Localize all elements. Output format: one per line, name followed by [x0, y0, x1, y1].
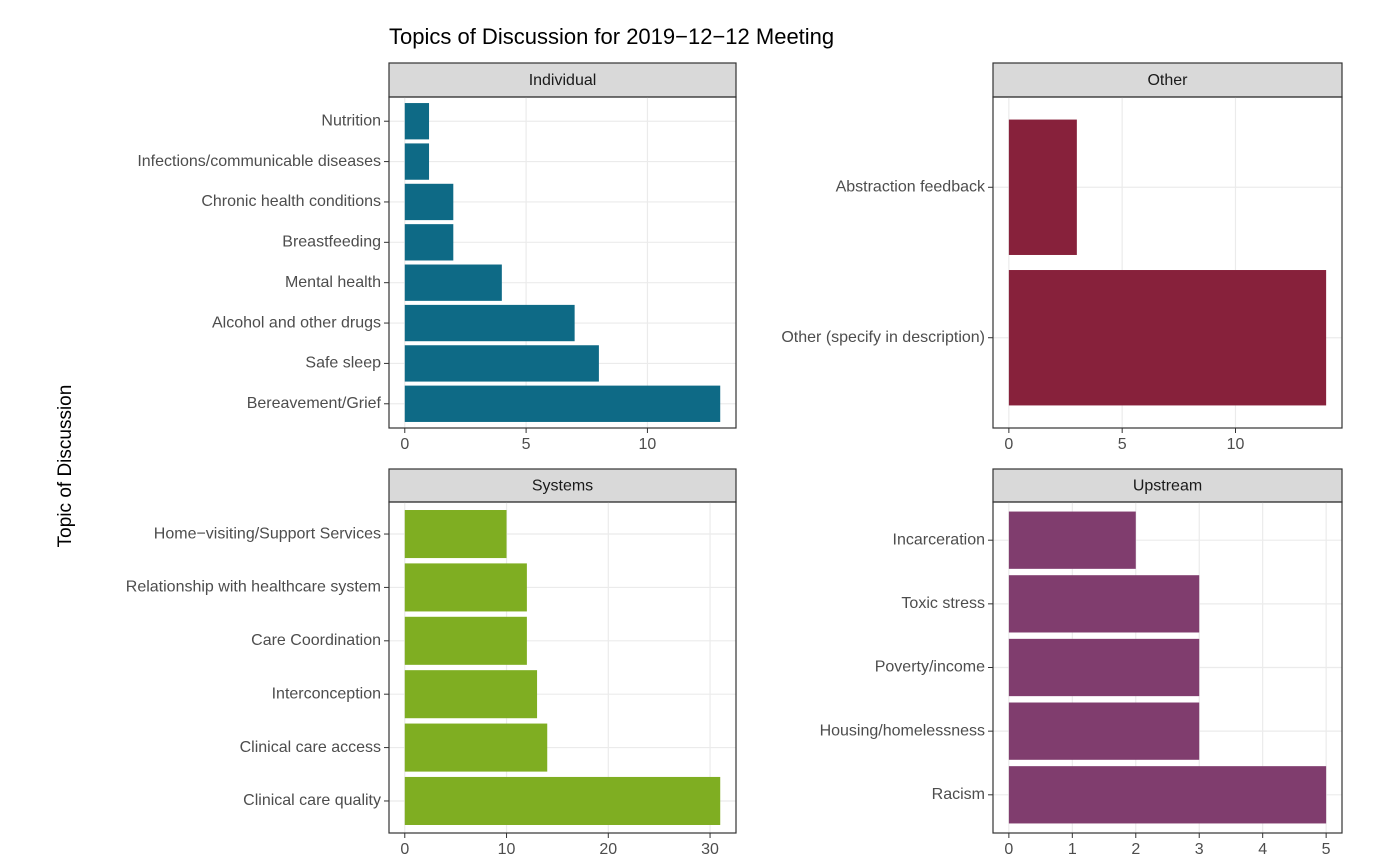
bar [404, 723, 548, 772]
bar [404, 304, 575, 342]
x-tick-label: 0 [400, 436, 409, 453]
panel-border [388, 96, 737, 429]
strip-background [992, 468, 1343, 503]
chart-title: Topics of Discussion for 2019−12−12 Meet… [389, 24, 834, 49]
strip-background [388, 468, 737, 503]
y-tick-label: Incarceration [893, 531, 986, 548]
y-tick-label: Home−visiting/Support Services [154, 525, 381, 542]
y-tick-label: Racism [932, 786, 985, 803]
x-tick-label: 2 [1131, 841, 1140, 858]
y-tick-label: Toxic stress [901, 595, 985, 612]
bar [404, 183, 454, 221]
strip-label: Other [1147, 72, 1188, 89]
bar [404, 224, 454, 261]
x-tick-label: 4 [1258, 841, 1267, 858]
y-tick-label: Breastfeeding [282, 234, 381, 251]
bar [404, 563, 527, 612]
bar [404, 670, 538, 719]
strip-label: Systems [532, 478, 593, 495]
y-tick-label: Safe sleep [305, 355, 381, 372]
bar [404, 264, 502, 301]
panel-border [388, 501, 737, 834]
panel-border [992, 501, 1343, 834]
bar [404, 776, 721, 825]
y-tick-label: Care Coordination [251, 632, 381, 649]
y-tick-label: Clinical care quality [243, 792, 381, 809]
bar [1008, 119, 1077, 255]
strip-background [388, 62, 737, 98]
bar [1008, 511, 1136, 569]
bar [404, 345, 599, 382]
bar [404, 510, 507, 559]
x-tick-label: 10 [1227, 436, 1245, 453]
y-tick-label: Clinical care access [240, 739, 381, 756]
x-tick-label: 5 [1322, 841, 1331, 858]
x-tick-label: 20 [599, 841, 617, 858]
x-tick-label: 0 [1004, 841, 1013, 858]
x-tick-label: 30 [701, 841, 719, 858]
bar [1008, 638, 1200, 697]
y-tick-label: Infections/communicable diseases [137, 153, 381, 170]
bar [1008, 575, 1200, 633]
y-tick-label: Abstraction feedback [836, 178, 986, 195]
y-tick-label: Poverty/income [875, 659, 985, 676]
bar [1008, 702, 1200, 760]
bar [1008, 766, 1327, 824]
bar [1008, 270, 1327, 406]
x-tick-label: 0 [400, 841, 409, 858]
bar [404, 143, 430, 180]
panel-border [992, 96, 1343, 429]
y-tick-label: Other (specify in description) [781, 329, 985, 346]
x-tick-label: 10 [498, 841, 516, 858]
strip-background [992, 62, 1343, 98]
x-tick-label: 3 [1195, 841, 1204, 858]
y-tick-label: Mental health [285, 274, 381, 291]
x-tick-label: 5 [1118, 436, 1127, 453]
y-tick-label: Relationship with healthcare system [126, 579, 381, 596]
x-tick-label: 1 [1068, 841, 1077, 858]
bar [404, 616, 527, 665]
y-tick-label: Chronic health conditions [201, 193, 381, 210]
strip-label: Individual [529, 72, 597, 89]
y-tick-label: Housing/homelessness [820, 722, 985, 739]
strip-label: Upstream [1133, 478, 1202, 495]
y-tick-label: Interconception [272, 685, 381, 702]
y-tick-label: Alcohol and other drugs [212, 314, 381, 331]
x-tick-label: 5 [522, 436, 531, 453]
y-tick-label: Bereavement/Grief [247, 395, 382, 412]
y-axis-label: Topic of Discussion [55, 385, 76, 548]
bar [404, 103, 430, 140]
y-tick-label: Nutrition [321, 112, 381, 129]
bar [404, 385, 721, 422]
x-tick-label: 0 [1004, 436, 1013, 453]
x-tick-label: 10 [639, 436, 657, 453]
